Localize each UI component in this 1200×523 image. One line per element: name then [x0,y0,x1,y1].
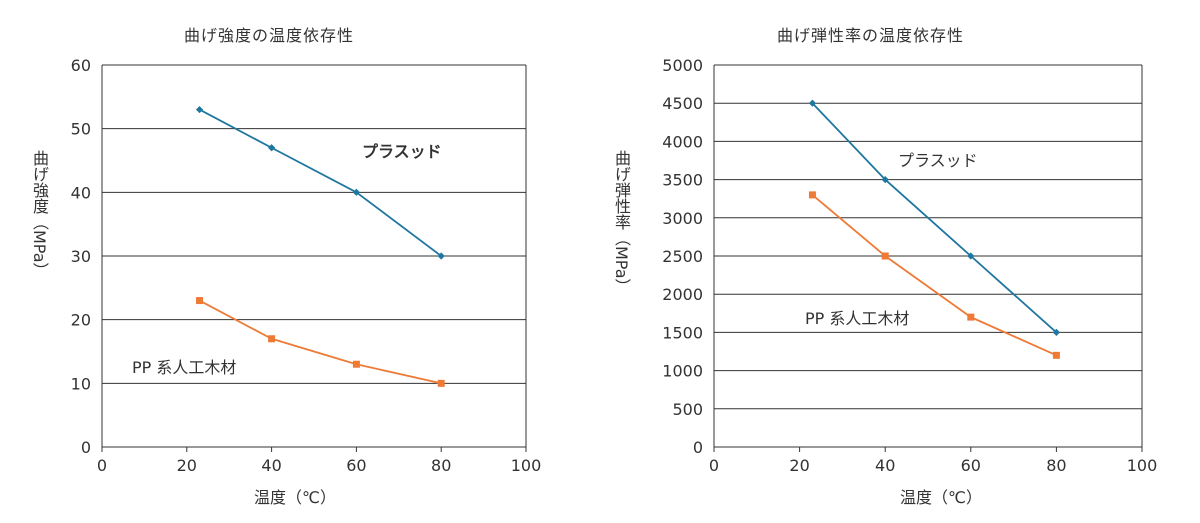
y-tick-label: 1500 [662,323,703,342]
y-axis-label: 曲げ強度（MPa） [30,150,49,279]
y-tick-label: 500 [672,400,703,419]
series-line-1 [811,194,1057,357]
y-tick-label: 0 [693,438,703,457]
series-label-prasud: プラスッド [362,142,442,161]
data-point-diamond [1052,328,1060,336]
plot-area: 0 10 20 30 40 50 60 0 20 40 60 80 100 [71,56,542,475]
y-tick-label: 10 [71,374,91,393]
plot-area: 0500100015002000250030003500400045005000… [662,56,1158,475]
x-tick-label: 60 [346,456,366,475]
data-point-diamond [352,188,360,196]
data-point-square [808,191,816,199]
x-tick-label: 100 [511,456,542,475]
data-point-diamond [195,105,204,114]
y-tick-label: 2000 [662,285,703,304]
data-point-square [268,335,276,343]
y-tick-label: 4000 [662,132,703,151]
data-point-square [352,360,360,368]
y-tick-label: 0 [81,438,91,457]
series-line-1 [199,299,442,385]
chart-title: 曲げ弾性率の温度依存性 [777,26,965,45]
y-tick-label: 4500 [662,94,703,113]
data-point-diamond [967,252,975,260]
y-tick-label: 1000 [662,362,703,381]
series-label-prasud: プラスッド [898,151,978,170]
series-line-0 [811,102,1057,334]
data-point-diamond [437,252,445,260]
x-tick-label: 0 [709,456,719,475]
x-tick-label: 0 [97,456,107,475]
x-tick-label: 40 [875,456,895,475]
data-point-square [196,297,204,305]
data-point-diamond [808,99,817,107]
y-tick-label: 30 [71,247,91,266]
y-tick-label: 20 [71,311,91,330]
flexural-strength-chart: 曲げ強度の温度依存性 曲げ強度（MPa） 温度（℃） プラスッド PP 系人工木… [30,26,542,507]
x-tick-label: 60 [961,456,981,475]
y-tick-label: 3000 [662,209,703,228]
x-tick-label: 20 [177,456,197,475]
y-tick-label: 2500 [662,247,703,266]
y-tick-label: 60 [71,56,91,75]
x-axis-label: 温度（℃） [254,488,336,507]
y-tick-label: 3500 [662,171,703,190]
y-axis-label: 曲げ弾性率（MPa） [612,150,631,295]
chart-title: 曲げ強度の温度依存性 [184,26,355,45]
x-tick-label: 100 [1127,456,1158,475]
x-tick-label: 20 [789,456,809,475]
flexural-modulus-chart: 曲げ弾性率の温度依存性 曲げ弾性率（MPa） 温度（℃） プラスッド PP 系人… [600,0,1200,523]
series-label-pp-wood: PP 系人工木材 [805,309,910,328]
series-line-0 [199,108,442,257]
x-tick-label: 40 [261,456,281,475]
data-point-square [1052,351,1060,359]
data-point-square [967,313,975,321]
data-point-square [881,252,889,260]
y-tick-label: 50 [71,120,91,139]
series-label-pp-wood: PP 系人工木材 [132,358,237,377]
data-point-square [437,379,445,387]
x-axis-label: 温度（℃） [900,488,982,507]
data-point-diamond [268,144,276,152]
x-tick-label: 80 [431,456,451,475]
y-tick-label: 40 [71,183,91,202]
data-point-diamond [881,176,889,184]
y-tick-label: 5000 [662,56,703,75]
x-tick-label: 80 [1046,456,1066,475]
